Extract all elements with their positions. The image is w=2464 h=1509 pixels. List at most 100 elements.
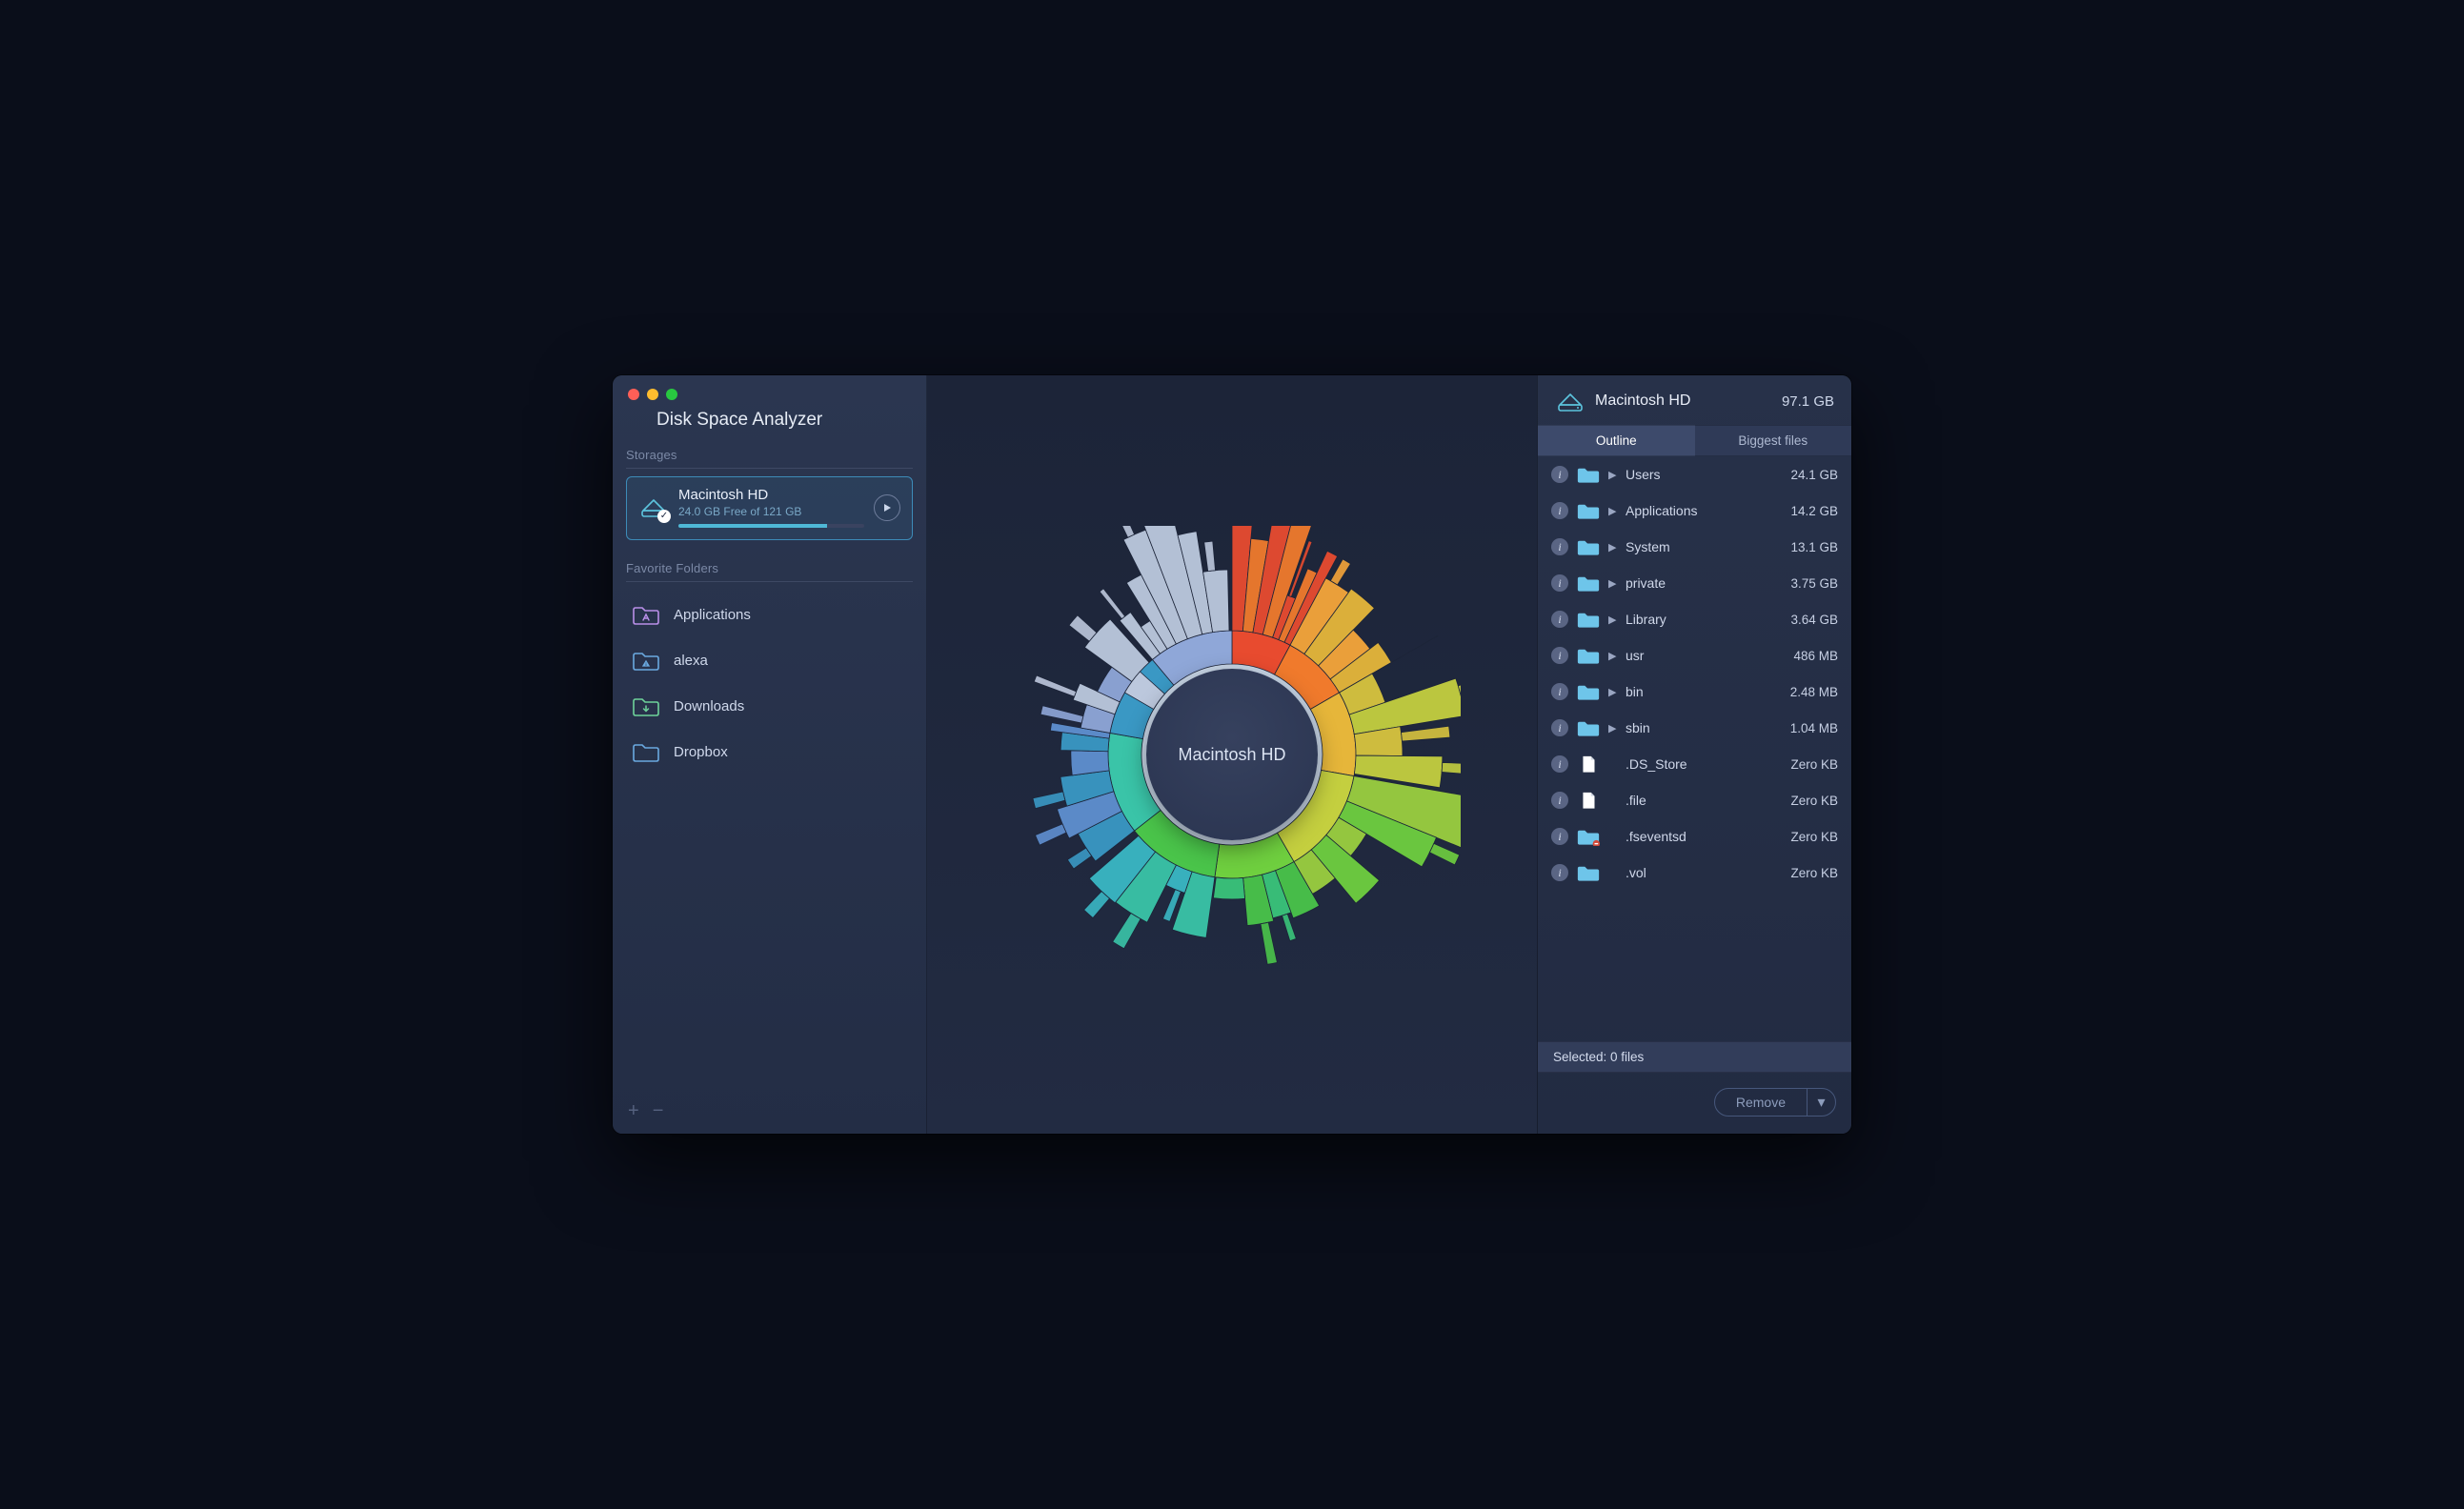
zoom-window-button[interactable] bbox=[666, 389, 677, 400]
row-icon bbox=[1576, 754, 1601, 775]
row-name: .DS_Store bbox=[1626, 756, 1783, 772]
storage-item[interactable]: ✓ Macintosh HD 24.0 GB Free of 121 GB bbox=[626, 476, 913, 540]
favorite-label: alexa bbox=[674, 653, 708, 669]
storage-info: Macintosh HD 24.0 GB Free of 121 GB bbox=[678, 487, 864, 528]
favorite-item[interactable]: Downloads bbox=[626, 685, 913, 727]
disclosure-icon[interactable]: ▶ bbox=[1608, 722, 1618, 734]
tab-biggest-files[interactable]: Biggest files bbox=[1695, 425, 1852, 456]
row-name: sbin bbox=[1626, 720, 1783, 735]
scan-button[interactable] bbox=[874, 494, 900, 521]
row-name: .fseventsd bbox=[1626, 829, 1783, 844]
storage-usage-fill bbox=[678, 524, 827, 528]
row-name: usr bbox=[1626, 648, 1786, 663]
detail-panel: Macintosh HD 97.1 GB Outline Biggest fil… bbox=[1537, 375, 1851, 1134]
row-icon bbox=[1576, 681, 1601, 702]
remove-button-group: Remove ▾ bbox=[1714, 1088, 1836, 1117]
info-icon[interactable]: i bbox=[1551, 792, 1568, 809]
disclosure-icon[interactable]: ▶ bbox=[1608, 650, 1618, 662]
row-name: Applications bbox=[1626, 503, 1783, 518]
remove-button[interactable]: Remove bbox=[1715, 1089, 1807, 1116]
file-row[interactable]: i .DS_Store Zero KB bbox=[1538, 746, 1851, 782]
remove-dropdown[interactable]: ▾ bbox=[1807, 1089, 1835, 1116]
sunburst-label: Macintosh HD bbox=[1178, 745, 1285, 765]
row-size: 14.2 GB bbox=[1790, 504, 1838, 518]
window-controls bbox=[628, 389, 913, 400]
row-size: Zero KB bbox=[1790, 757, 1838, 772]
file-row[interactable]: i ▶ private 3.75 GB bbox=[1538, 565, 1851, 601]
file-row[interactable]: i ▶ System 13.1 GB bbox=[1538, 529, 1851, 565]
row-size: 3.75 GB bbox=[1790, 576, 1838, 591]
row-size: 3.64 GB bbox=[1790, 613, 1838, 627]
disclosure-icon[interactable]: ▶ bbox=[1608, 686, 1618, 698]
file-row[interactable]: i ▶ Users 24.1 GB bbox=[1538, 456, 1851, 493]
row-name: System bbox=[1626, 539, 1783, 554]
file-row[interactable]: i ▶ bin 2.48 MB bbox=[1538, 674, 1851, 710]
row-size: Zero KB bbox=[1790, 794, 1838, 808]
file-row[interactable]: i ▶ usr 486 MB bbox=[1538, 637, 1851, 674]
disclosure-icon[interactable]: ▶ bbox=[1608, 505, 1618, 517]
info-icon[interactable]: i bbox=[1551, 611, 1568, 628]
row-icon bbox=[1576, 862, 1601, 883]
folder-icon bbox=[632, 740, 660, 763]
row-icon bbox=[1576, 573, 1601, 594]
row-icon bbox=[1576, 536, 1601, 557]
favorite-label: Dropbox bbox=[674, 744, 728, 760]
info-icon[interactable]: i bbox=[1551, 502, 1568, 519]
tab-outline[interactable]: Outline bbox=[1538, 425, 1695, 456]
info-icon[interactable]: i bbox=[1551, 538, 1568, 555]
file-row[interactable]: i ▶ sbin 1.04 MB bbox=[1538, 710, 1851, 746]
row-name: .vol bbox=[1626, 865, 1783, 880]
row-size: 486 MB bbox=[1793, 649, 1838, 663]
sunburst-hub: Macintosh HD bbox=[1146, 669, 1318, 840]
row-size: 13.1 GB bbox=[1790, 540, 1838, 554]
disclosure-icon[interactable]: ▶ bbox=[1608, 469, 1618, 481]
folder-icon bbox=[632, 603, 660, 626]
info-icon[interactable]: i bbox=[1551, 466, 1568, 483]
remove-favorite-button[interactable]: − bbox=[653, 1100, 664, 1122]
file-row[interactable]: i ▶ Library 3.64 GB bbox=[1538, 601, 1851, 637]
file-row[interactable]: i ▶ Applications 14.2 GB bbox=[1538, 493, 1851, 529]
row-size: 1.04 MB bbox=[1790, 721, 1838, 735]
disclosure-icon[interactable]: ▶ bbox=[1608, 577, 1618, 590]
detail-tabs: Outline Biggest files bbox=[1538, 425, 1851, 456]
row-name: bin bbox=[1626, 684, 1783, 699]
detail-header: Macintosh HD 97.1 GB bbox=[1538, 375, 1851, 425]
info-icon[interactable]: i bbox=[1551, 647, 1568, 664]
file-row[interactable]: i .file Zero KB bbox=[1538, 782, 1851, 818]
disclosure-icon[interactable]: ▶ bbox=[1608, 541, 1618, 553]
file-row[interactable]: i .vol Zero KB bbox=[1538, 855, 1851, 891]
app-title: Disk Space Analyzer bbox=[656, 410, 913, 431]
favorite-item[interactable]: Dropbox bbox=[626, 731, 913, 773]
folder-icon bbox=[632, 649, 660, 672]
sunburst-area: Macintosh HD bbox=[927, 375, 1537, 1134]
favorite-item[interactable]: alexa bbox=[626, 639, 913, 681]
file-row[interactable]: i .fseventsd Zero KB bbox=[1538, 818, 1851, 855]
minimize-window-button[interactable] bbox=[647, 389, 658, 400]
storage-name: Macintosh HD bbox=[678, 487, 864, 503]
sidebar: Disk Space Analyzer Storages ✓ Macintosh… bbox=[613, 375, 927, 1134]
row-name: private bbox=[1626, 575, 1783, 591]
row-icon bbox=[1576, 464, 1601, 485]
add-favorite-button[interactable]: + bbox=[628, 1100, 639, 1122]
row-size: Zero KB bbox=[1790, 866, 1838, 880]
disclosure-icon[interactable]: ▶ bbox=[1608, 614, 1618, 626]
row-name: Users bbox=[1626, 467, 1783, 482]
storage-subtitle: 24.0 GB Free of 121 GB bbox=[678, 505, 864, 518]
sunburst-chart[interactable]: Macintosh HD bbox=[1003, 526, 1461, 983]
info-icon[interactable]: i bbox=[1551, 755, 1568, 773]
row-icon bbox=[1576, 609, 1601, 630]
file-list: i ▶ Users 24.1 GB i ▶ Applications 14.2 … bbox=[1538, 456, 1851, 1041]
info-icon[interactable]: i bbox=[1551, 828, 1568, 845]
row-size: Zero KB bbox=[1790, 830, 1838, 844]
info-icon[interactable]: i bbox=[1551, 864, 1568, 881]
info-icon[interactable]: i bbox=[1551, 683, 1568, 700]
favorite-item[interactable]: Applications bbox=[626, 594, 913, 635]
close-window-button[interactable] bbox=[628, 389, 639, 400]
info-icon[interactable]: i bbox=[1551, 574, 1568, 592]
row-icon bbox=[1576, 826, 1601, 847]
app-window: Disk Space Analyzer Storages ✓ Macintosh… bbox=[613, 375, 1851, 1134]
row-size: 2.48 MB bbox=[1790, 685, 1838, 699]
info-icon[interactable]: i bbox=[1551, 719, 1568, 736]
row-icon bbox=[1576, 790, 1601, 811]
check-badge-icon: ✓ bbox=[657, 510, 671, 523]
